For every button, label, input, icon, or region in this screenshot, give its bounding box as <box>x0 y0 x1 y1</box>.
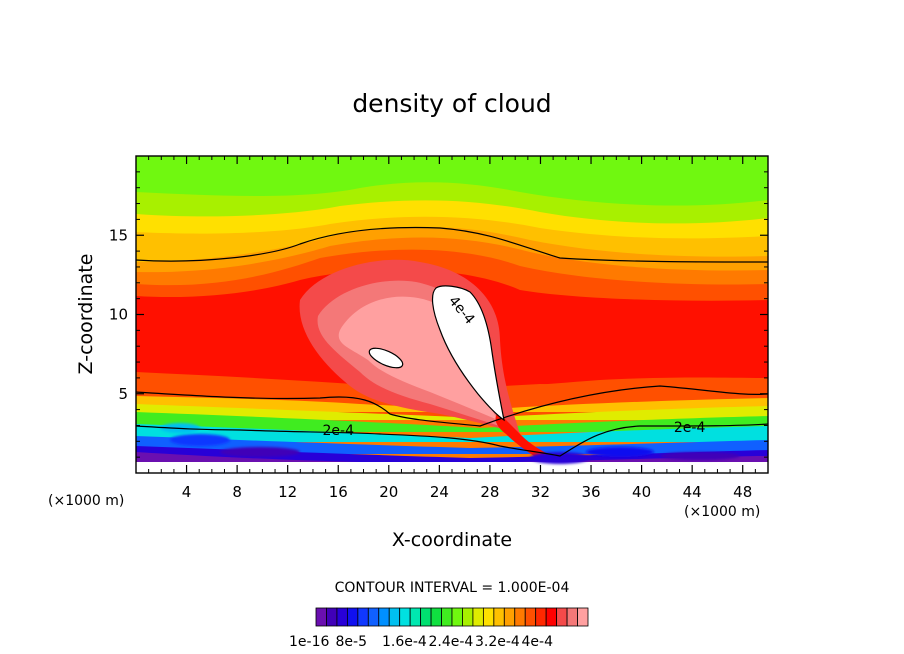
plot-area <box>136 156 768 473</box>
colorbar-swatch-11 <box>430 607 442 627</box>
x-tick-label-11: 48 <box>733 483 752 501</box>
colorbar-swatch-19 <box>514 607 526 627</box>
colorbar-swatch-10 <box>420 607 432 627</box>
x-tick-label-7: 32 <box>531 483 550 501</box>
contour-interval-text: CONTOUR INTERVAL = 1.000E-04 <box>335 580 570 596</box>
x-tick-label-2: 12 <box>278 483 297 501</box>
x-tick-label-4: 20 <box>379 483 398 501</box>
colorbar-label-2: 1.6e-4 <box>382 634 427 650</box>
colorbar-swatch-22 <box>545 607 558 627</box>
y-axis-ticks: 5 10 15 <box>109 171 768 458</box>
field-orange-lower <box>136 372 768 400</box>
colorbar-swatch-21 <box>535 607 547 627</box>
field-green-lower <box>136 412 768 432</box>
colorbar-swatch-16 <box>482 607 495 627</box>
y-tick-label-2: 15 <box>109 226 128 244</box>
colorbar-swatch-0 <box>315 607 327 627</box>
field-surface-white <box>136 462 768 473</box>
field-purple-bottom <box>136 452 768 464</box>
contour-small-blob <box>368 347 404 369</box>
x-axis-ticks: 4 8 12 16 20 24 28 32 36 40 44 48 <box>148 156 756 501</box>
colorbar-swatch-13 <box>451 607 463 627</box>
colorbar-swatch-25 <box>577 607 589 627</box>
colorbar-swatch-8 <box>399 607 411 627</box>
x-tick-label-6: 28 <box>480 483 499 501</box>
field-red-streak <box>495 412 552 460</box>
colorbar-swatch-14 <box>462 607 474 627</box>
field-blue-noise <box>160 423 740 464</box>
x-tick-label-3: 16 <box>329 483 348 501</box>
chart-title: density of cloud <box>352 89 551 118</box>
colorbar-swatch-12 <box>441 607 453 627</box>
colorbar-swatch-15 <box>472 607 484 627</box>
colorbar-swatch-1 <box>326 607 338 627</box>
colorbar-label-0: 1e-16 <box>289 634 329 650</box>
contour-lower-2e-4 <box>136 423 768 457</box>
x-tick-label-9: 40 <box>632 483 651 501</box>
colorbar-swatch-17 <box>493 607 505 627</box>
colorbar-label-5: 4e-4 <box>522 634 554 650</box>
contour-label-1: 2e-4 <box>674 420 706 436</box>
x-unit-label-left: (×1000 m) <box>48 493 124 509</box>
colorbar-label-3: 2.4e-4 <box>429 634 474 650</box>
x-tick-label-0: 4 <box>182 483 192 501</box>
x-unit-label-right: (×1000 m) <box>684 504 760 520</box>
contour-mid <box>136 385 768 427</box>
contour-upper <box>136 226 768 263</box>
x-tick-label-10: 44 <box>683 483 702 501</box>
contour-lines <box>136 226 768 457</box>
colorbar-swatch-4 <box>357 607 369 627</box>
y-tick-label-0: 5 <box>118 385 128 403</box>
y-axis-title: Z-coordinate <box>75 254 97 375</box>
field-cyan-lower <box>136 424 768 442</box>
colorbar-swatch-20 <box>524 607 537 627</box>
colorbar-label-1: 8e-5 <box>336 634 367 650</box>
x-tick-label-1: 8 <box>232 483 242 501</box>
colorbar-swatch-9 <box>409 607 422 627</box>
colorbar-label-4: 3.2e-4 <box>475 634 520 650</box>
colorbar-labels: 1e-16 8e-5 1.6e-4 2.4e-4 3.2e-4 4e-4 <box>289 634 553 650</box>
contour-label-text: 2e-4 <box>322 423 354 439</box>
y-tick-label-1: 10 <box>109 306 128 324</box>
field-greenyellow-lower <box>136 404 768 420</box>
contour-label-text: 2e-4 <box>674 420 706 436</box>
colorbar-swatch-7 <box>388 607 401 627</box>
colorbar-swatch-5 <box>367 607 380 627</box>
field-yellow-lower <box>136 396 768 412</box>
colorbar-swatch-18 <box>503 607 516 627</box>
x-tick-label-8: 36 <box>581 483 600 501</box>
colorbar-swatch-24 <box>566 607 578 627</box>
contour-label-0: 2e-4 <box>322 423 354 439</box>
colorbar <box>315 607 589 627</box>
colorbar-swatch-2 <box>336 607 348 627</box>
x-axis-title: X-coordinate <box>392 529 512 551</box>
x-tick-label-5: 24 <box>430 483 449 501</box>
colorbar-swatch-3 <box>346 607 359 627</box>
contour-core <box>431 285 505 422</box>
colorbar-swatch-23 <box>556 607 568 627</box>
colorbar-swatch-6 <box>378 607 390 627</box>
field-darkblue-lower <box>136 446 768 462</box>
